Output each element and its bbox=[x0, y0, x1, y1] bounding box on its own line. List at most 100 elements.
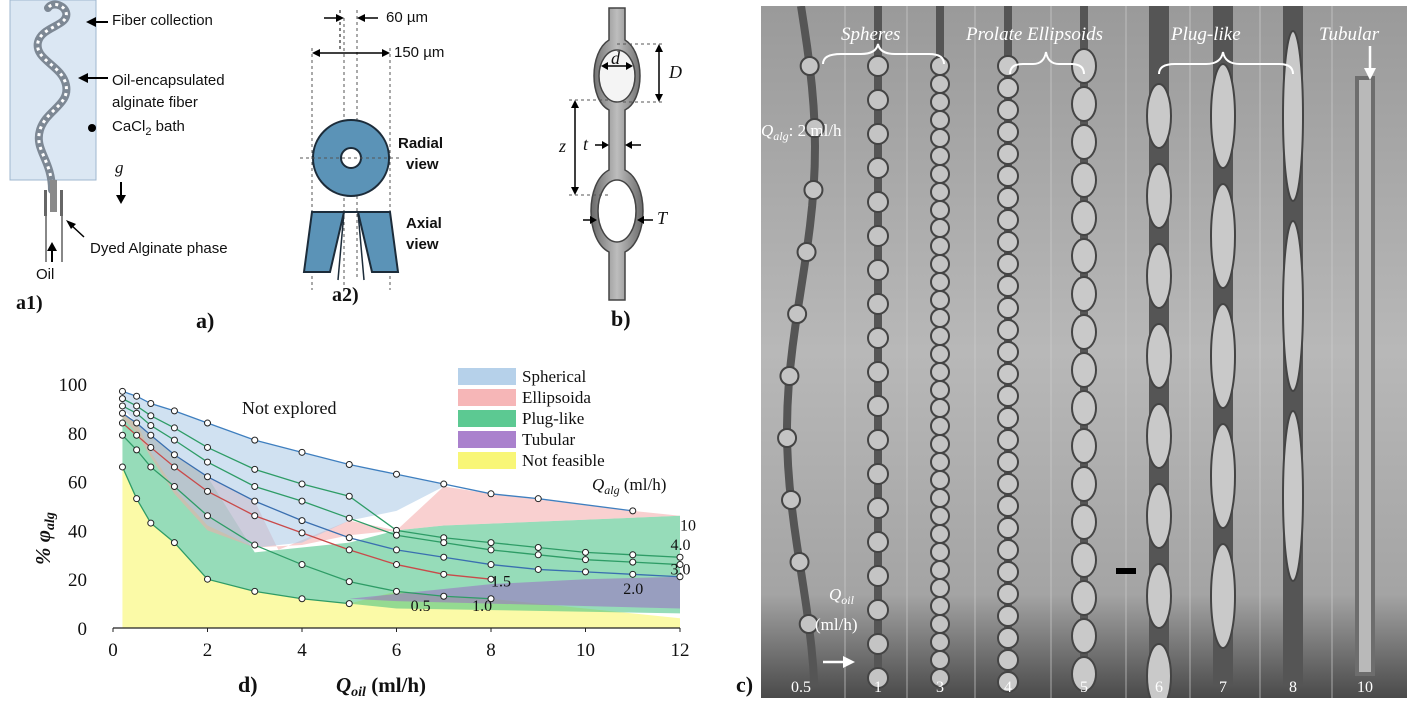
droplet bbox=[930, 110, 950, 130]
droplet bbox=[867, 361, 889, 383]
droplet bbox=[997, 473, 1019, 495]
data-point bbox=[251, 436, 259, 444]
legend-label: Plug-like bbox=[522, 409, 584, 428]
droplet bbox=[1071, 124, 1097, 160]
bath-label-sub: 2 bbox=[145, 126, 152, 138]
droplet bbox=[997, 451, 1019, 473]
droplet bbox=[1071, 618, 1097, 654]
qoil-label: Qoil bbox=[829, 585, 855, 607]
series-label-3.0: 3.0 bbox=[671, 561, 691, 578]
data-point bbox=[118, 419, 126, 427]
droplet bbox=[997, 121, 1019, 143]
droplet bbox=[867, 531, 889, 553]
droplet bbox=[997, 77, 1019, 99]
data-point bbox=[393, 546, 400, 554]
a1-label: a1) bbox=[16, 292, 43, 314]
droplet bbox=[997, 605, 1019, 627]
x-axis-title: Qoil (ml/h) bbox=[336, 673, 426, 700]
droplet bbox=[997, 539, 1019, 561]
droplet bbox=[1146, 163, 1172, 229]
a2-schematic bbox=[300, 10, 402, 290]
panel-c-label: c) bbox=[736, 672, 754, 697]
data-point bbox=[345, 514, 353, 522]
data-point bbox=[147, 412, 155, 420]
data-point bbox=[133, 495, 141, 503]
droplet bbox=[930, 668, 950, 688]
series-title-unit: (ml/h) bbox=[620, 475, 667, 494]
data-point bbox=[298, 497, 306, 505]
qoil-label-sub: oil bbox=[841, 593, 854, 607]
oil-fiber-label-line1: Oil-encapsulated bbox=[112, 72, 225, 89]
droplet bbox=[1071, 86, 1097, 122]
series-points bbox=[118, 387, 684, 608]
droplet bbox=[1282, 410, 1304, 582]
legend-swatch bbox=[458, 431, 516, 448]
fiber-column bbox=[1259, 6, 1304, 698]
dyed-alginate-label: Dyed Alginate phase bbox=[90, 240, 228, 257]
droplet bbox=[997, 407, 1019, 429]
series-title-q: Q bbox=[592, 475, 604, 494]
droplet bbox=[930, 524, 950, 544]
data-point bbox=[118, 431, 126, 439]
droplet bbox=[930, 380, 950, 400]
droplet bbox=[867, 293, 889, 315]
y-axis-title-phi: % φ bbox=[31, 530, 55, 565]
droplet bbox=[997, 385, 1019, 407]
inner-bead-bottom bbox=[597, 179, 637, 243]
data-point bbox=[345, 546, 353, 554]
droplet bbox=[930, 614, 950, 634]
column-value: 3 bbox=[936, 679, 944, 696]
droplet bbox=[867, 429, 889, 451]
x-tick-label: 2 bbox=[203, 640, 213, 661]
fiber-strips bbox=[777, 6, 1375, 698]
data-point bbox=[170, 539, 178, 547]
qoil-label-q: Q bbox=[829, 585, 841, 604]
droplet bbox=[1071, 580, 1097, 616]
not-explored-label: Not explored bbox=[242, 398, 336, 418]
droplet bbox=[997, 363, 1019, 385]
droplet bbox=[803, 180, 824, 200]
droplet bbox=[930, 56, 950, 76]
data-point bbox=[204, 473, 211, 481]
y-tick-label: 60 bbox=[68, 473, 87, 494]
droplet bbox=[997, 341, 1019, 363]
fiber-column bbox=[777, 6, 825, 687]
droplet bbox=[799, 56, 820, 76]
droplet bbox=[930, 182, 950, 202]
legend-label: Spherical bbox=[522, 367, 586, 386]
fiber-collection-label: Fiber collection bbox=[112, 12, 213, 29]
data-point bbox=[298, 448, 306, 456]
b-schematic bbox=[569, 7, 665, 301]
qoil-unit: (ml/h) bbox=[815, 615, 858, 634]
data-point bbox=[170, 451, 178, 459]
region-pluglike bbox=[122, 413, 680, 614]
t-label: t bbox=[583, 134, 589, 154]
data-point bbox=[345, 578, 353, 586]
strip-divider bbox=[1189, 6, 1191, 698]
droplet bbox=[867, 463, 889, 485]
droplet bbox=[930, 92, 950, 112]
droplet bbox=[930, 416, 950, 436]
droplet bbox=[997, 627, 1019, 649]
x-tick-label: 12 bbox=[671, 640, 690, 661]
data-point bbox=[147, 519, 155, 527]
data-point bbox=[170, 407, 178, 415]
x-tick-label: 4 bbox=[297, 640, 307, 661]
x-axis-title-q: Q bbox=[336, 673, 351, 697]
data-point bbox=[133, 419, 141, 427]
column-values: 0.5 1 3 4 5 6 7 8 10 bbox=[791, 679, 1373, 696]
a2-label: a2) bbox=[332, 284, 359, 306]
data-point bbox=[147, 443, 155, 451]
legend-swatch bbox=[458, 389, 516, 406]
droplet bbox=[1071, 352, 1097, 388]
y-tick-label: 0 bbox=[78, 619, 88, 640]
x-tick-label: 0 bbox=[108, 640, 118, 661]
data-point bbox=[676, 561, 684, 569]
series-label-4.0: 4.0 bbox=[671, 537, 691, 554]
column-value: 6 bbox=[1155, 679, 1163, 696]
droplet bbox=[1071, 314, 1097, 350]
droplet bbox=[930, 506, 950, 526]
data-point bbox=[534, 495, 542, 503]
data-point bbox=[487, 546, 495, 554]
data-point bbox=[676, 573, 684, 581]
